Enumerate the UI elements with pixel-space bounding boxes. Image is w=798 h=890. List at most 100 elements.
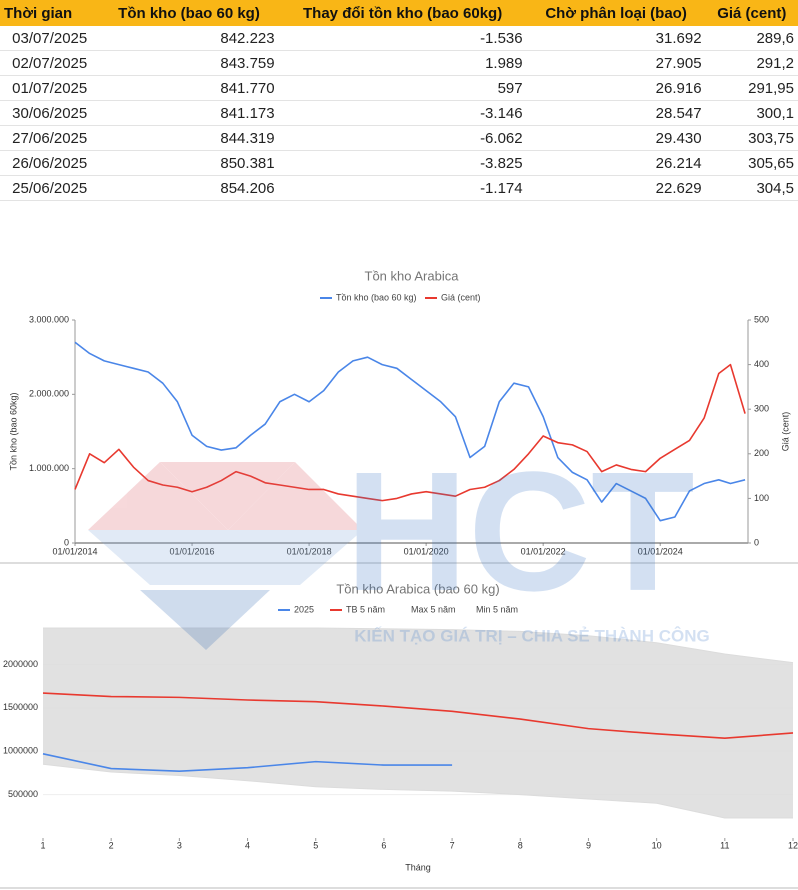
y2-tick-label: 200: [754, 448, 769, 458]
table-cell: 1.989: [278, 50, 527, 76]
x-tick-label: 6: [381, 840, 386, 850]
y-tick-label: 3.000.000: [29, 314, 69, 324]
x-tick-label: 01/01/2024: [638, 546, 683, 556]
inventory-table: Thời gian Tồn kho (bao 60 kg) Thay đổi tồn…: [0, 0, 798, 201]
column-header: Tồn kho (bao 60 kg): [99, 0, 279, 26]
y-tick-label: 1000000: [3, 746, 38, 756]
x-tick-label: 8: [518, 840, 523, 850]
y-tick-label: 500000: [8, 789, 38, 799]
table-cell: -6.062: [278, 125, 527, 151]
logo-shape: [140, 590, 270, 650]
column-header: Thời gian: [0, 0, 100, 26]
series-line: [74, 341, 746, 522]
x-tick-label: 2: [109, 840, 114, 850]
table-cell: 02/07/2025: [0, 50, 100, 76]
y-tick-label: 1.000.000: [29, 463, 69, 473]
table-cell: 841.173: [99, 100, 279, 126]
logo-shape: [160, 462, 295, 530]
table-row: 27/06/2025 844.319 -6.062 29.430 303,75: [0, 125, 798, 151]
table-cell: 842.223: [99, 26, 279, 51]
x-tick-label: 9: [586, 840, 591, 850]
table-cell: 26.214: [526, 150, 706, 176]
table-cell: 289,6: [705, 26, 798, 51]
x-tick-label: 7: [450, 840, 455, 850]
table-cell: 26.916: [526, 75, 706, 101]
table-cell: 850.381: [99, 150, 279, 176]
x-tick-label: 01/01/2018: [287, 546, 332, 556]
table-cell: 03/07/2025: [0, 26, 100, 51]
legend-label: Giá (cent): [441, 292, 481, 302]
x-tick-label: 5: [313, 840, 318, 850]
range-band: [43, 627, 793, 819]
x-axis-label: Tháng: [405, 862, 431, 872]
series-line: [42, 753, 453, 772]
table-cell: -3.825: [278, 150, 527, 176]
x-tick-label: 01/01/2020: [404, 546, 449, 556]
y-tick-label: 2.000.000: [29, 389, 69, 399]
x-tick-label: 01/01/2014: [52, 546, 97, 556]
table-row: 01/07/2025 841.770 597 26.916 291,95: [0, 75, 798, 101]
x-tick-label: 10: [652, 840, 662, 850]
table-cell: 303,75: [705, 125, 798, 151]
series-line: [74, 363, 746, 502]
legend-label: Min 5 năm: [476, 604, 518, 614]
table-cell: 597: [278, 75, 527, 101]
table-cell: 22.629: [526, 175, 706, 201]
chart-title: Tồn kho Arabica: [365, 268, 460, 283]
x-tick-label: 01/01/2016: [170, 546, 215, 556]
y2-tick-label: 100: [754, 493, 769, 503]
logo-shape: [88, 530, 363, 585]
table-cell: 305,65: [705, 150, 798, 176]
y2-axis-label: Giá (cent): [780, 412, 790, 452]
legend-label: TB 5 năm: [346, 604, 385, 614]
table-cell: 300,1: [705, 100, 798, 126]
x-tick-label: 11: [720, 840, 729, 850]
column-header: Chờ phân loại (bao): [526, 0, 706, 26]
table-cell: -1.174: [278, 175, 527, 201]
y-tick-label: 1500000: [3, 702, 38, 712]
table-row: 02/07/2025 843.759 1.989 27.905 291,2: [0, 50, 798, 76]
chart-title: Tồn kho Arabica (bao 60 kg): [336, 581, 499, 596]
table-cell: 28.547: [526, 100, 706, 126]
table-cell: 854.206: [99, 175, 279, 201]
y2-tick-label: 0: [754, 537, 759, 547]
column-header: Thay đổi tồn kho (bao 60kg): [278, 0, 527, 26]
table-cell: -3.146: [278, 100, 527, 126]
table-cell: 30/06/2025: [0, 100, 100, 126]
table-cell: 31.692: [526, 26, 706, 51]
table-row: 03/07/2025 842.223 -1.536 31.692 289,6: [0, 26, 798, 51]
series-line: [42, 692, 794, 739]
logo-shape: [88, 462, 228, 530]
header-row: Thời gian Tồn kho (bao 60 kg) Thay đổi tồn…: [0, 0, 798, 26]
table-cell: 844.319: [99, 125, 279, 151]
x-tick-label: 1: [40, 840, 45, 850]
table-cell: 304,5: [705, 175, 798, 201]
watermark-slogan: KIẾN TẠO GIÁ TRỊ – CHIA SẺ THÀNH CÔNG: [354, 626, 709, 645]
table-cell: 01/07/2025: [0, 75, 100, 101]
table-row: 25/06/2025 854.206 -1.174 22.629 304,5: [0, 175, 798, 201]
legend-label: Tồn kho (bao 60 kg): [336, 292, 417, 302]
table-cell: 841.770: [99, 75, 279, 101]
y2-tick-label: 400: [754, 359, 769, 369]
table-cell: 291,95: [705, 75, 798, 101]
y2-tick-label: 300: [754, 404, 769, 414]
legend-label: Max 5 năm: [411, 604, 456, 614]
table-cell: 27.905: [526, 50, 706, 76]
x-tick-label: 01/01/2022: [521, 546, 566, 556]
y-axis-label: Tồn kho (bao 60kg): [8, 392, 18, 470]
table-row: 30/06/2025 841.173 -3.146 28.547 300,1: [0, 100, 798, 126]
table-row: 26/06/2025 850.381 -3.825 26.214 305,65: [0, 150, 798, 176]
x-tick-label: 12: [788, 840, 798, 850]
logo-shape: [228, 462, 363, 530]
table-cell: 25/06/2025: [0, 175, 100, 201]
table-cell: 843.759: [99, 50, 279, 76]
series-line: [43, 627, 794, 664]
table-cell: 29.430: [526, 125, 706, 151]
y2-tick-label: 500: [754, 314, 769, 324]
y-tick-label: 2000000: [3, 659, 38, 669]
y-tick-label: 0: [64, 537, 69, 547]
watermark-logo: HCT: [345, 437, 694, 627]
